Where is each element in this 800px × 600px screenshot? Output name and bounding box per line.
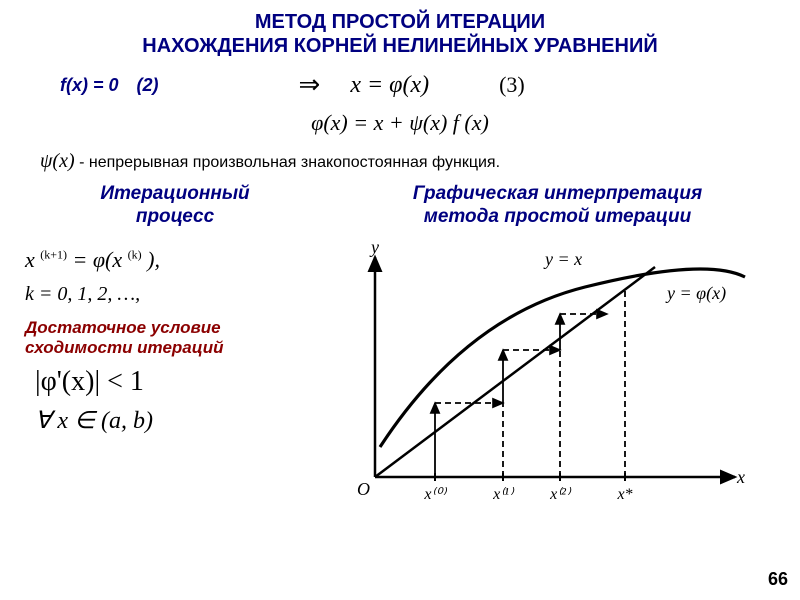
cond-heading-l1: Достаточное условие bbox=[25, 318, 325, 338]
right-heading-l1: Графическая интерпретация bbox=[325, 183, 790, 206]
title-line-1: МЕТОД ПРОСТОЙ ИТЕРАЦИИ bbox=[0, 10, 800, 34]
svg-text:x⁽⁰⁾: x⁽⁰⁾ bbox=[423, 486, 447, 503]
implies-arrow: ⇒ bbox=[299, 70, 321, 100]
page-number-b: 6 bbox=[778, 569, 788, 590]
eq-label-2: (2) bbox=[137, 75, 159, 96]
eq-x-equals-phi: x = φ(x) bbox=[350, 72, 429, 99]
right-heading-l2: метода простой итерации bbox=[325, 206, 790, 229]
eq-phi-definition: φ(x) = x + ψ(x) f (x) bbox=[0, 110, 800, 136]
svg-text:x*: x* bbox=[616, 486, 632, 503]
svg-text:y = φ(x): y = φ(x) bbox=[665, 283, 726, 304]
k-values: k = 0, 1, 2, …, bbox=[25, 283, 325, 306]
psi-symbol: ψ(x) bbox=[40, 150, 75, 172]
iteration-chart: Ox y y = x y = φ(x) x⁽⁰⁾ x⁽¹⁾ x⁽²⁾ x* bbox=[325, 237, 790, 522]
svg-text:y = x: y = x bbox=[543, 249, 582, 269]
iteration-diagram-svg: Ox y y = x y = φ(x) x⁽⁰⁾ x⁽¹⁾ x⁽²⁾ x* bbox=[325, 237, 755, 517]
svg-text:O: O bbox=[357, 479, 370, 499]
svg-text:x⁽²⁾: x⁽²⁾ bbox=[549, 486, 572, 503]
eq-label-3: (3) bbox=[499, 72, 525, 98]
convergence-condition-1: |φ'(x)| < 1 bbox=[35, 366, 325, 398]
svg-text:x: x bbox=[736, 467, 745, 487]
left-heading-l2: процесс bbox=[25, 206, 325, 229]
iteration-formula: x (k+1) = φ(x (k) ), bbox=[25, 247, 325, 273]
title-line-2: НАХОЖДЕНИЯ КОРНЕЙ НЕЛИНЕЙНЫХ УРАВНЕНИЙ bbox=[0, 34, 800, 58]
left-heading-l1: Итерационный bbox=[25, 183, 325, 206]
cond-heading-l2: сходимости итераций bbox=[25, 338, 325, 358]
page-number-a: 6 bbox=[768, 569, 778, 590]
psi-description: - непрерывная произвольная знакопостоянн… bbox=[79, 154, 500, 171]
svg-text:x⁽¹⁾: x⁽¹⁾ bbox=[492, 486, 515, 503]
eq-fx0: f(x) = 0 bbox=[60, 75, 119, 96]
svg-text:y: y bbox=[369, 237, 379, 257]
convergence-condition-2: ∀ x ∈ (a, b) bbox=[35, 406, 325, 435]
